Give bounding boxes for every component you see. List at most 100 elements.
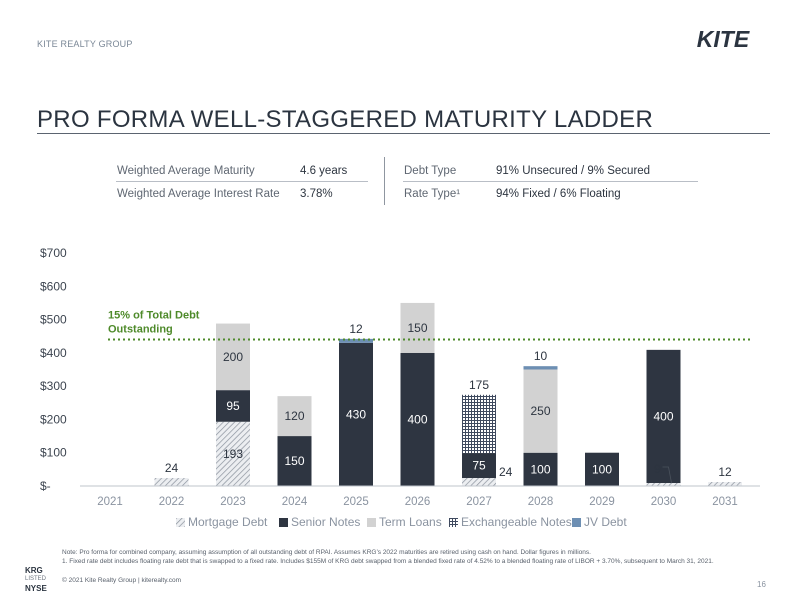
x-tick-label: 2021 [97, 496, 123, 508]
y-tick-label: $100 [40, 446, 67, 460]
legend-swatch [367, 517, 376, 527]
reference-label: Outstanding [108, 324, 173, 336]
y-tick-label: $700 [40, 246, 67, 260]
legend-label: Term Loans [379, 515, 442, 529]
badge-krg: KRG [25, 566, 43, 575]
data-label: 10 [534, 349, 548, 363]
y-tick-label: $600 [40, 279, 67, 293]
data-label: 400 [653, 409, 673, 423]
data-label: 150 [407, 321, 427, 335]
data-label: 193 [223, 447, 243, 461]
stats-rule [116, 181, 368, 182]
x-tick-label: 2029 [589, 496, 615, 508]
kite-logo: KITE [697, 26, 750, 50]
bar-senior-notes [523, 452, 558, 486]
page-title: PRO FORMA WELL-STAGGERED MATURITY LADDER [37, 106, 654, 133]
company-name: KITE REALTY GROUP [37, 39, 133, 49]
note-line: Note: Pro forma for combined company, as… [62, 549, 591, 556]
logo-text: KITE [697, 26, 750, 50]
x-tick-label: 2024 [282, 496, 308, 508]
title-rule [37, 133, 770, 134]
bar-senior-notes [585, 452, 619, 486]
stats-rule [403, 181, 698, 182]
x-tick-label: 2027 [466, 496, 492, 508]
stat-value-rate-type: 94% Fixed / 6% Floating [496, 188, 621, 200]
bar-jv-debt [339, 338, 373, 343]
badge-nyse: NYSE [25, 584, 47, 593]
stat-value-rate: 3.78% [300, 188, 333, 200]
data-label: 24 [165, 461, 179, 475]
bar-senior-notes [462, 453, 496, 479]
data-label: 400 [407, 412, 427, 426]
callout-leader [662, 466, 672, 484]
data-label: 12 [349, 322, 363, 336]
stat-label-wam: Weighted Average Maturity [117, 165, 255, 177]
bar-mortgage-debt [646, 483, 681, 486]
x-tick-label: 2031 [712, 496, 738, 508]
x-tick-label: 2026 [405, 496, 431, 508]
legend-label: JV Debt [584, 515, 627, 529]
data-label: 120 [284, 409, 304, 423]
bar-senior-notes [339, 342, 373, 486]
bar-senior-notes [400, 352, 435, 486]
bar-mortgage-debt [216, 421, 250, 486]
legend-senior-notes: Senior Notes [279, 515, 360, 529]
bar-term-loans [400, 302, 435, 353]
data-label: 250 [530, 404, 550, 418]
x-tick-label: 2025 [343, 496, 369, 508]
legend-swatch [449, 517, 458, 527]
data-label: 12 [718, 465, 732, 479]
y-tick-label: $500 [40, 313, 67, 327]
data-label: 24 [499, 465, 513, 479]
bar-exchangeable-notes [462, 394, 496, 454]
bar-jv-debt [523, 366, 558, 370]
x-tick-label: 2030 [651, 496, 677, 508]
x-tick-label: 2023 [220, 496, 246, 508]
badge-listed: LISTED [25, 576, 47, 582]
stat-label-rate-type: Rate Type¹ [404, 188, 461, 200]
stats-divider [384, 157, 385, 205]
y-tick-label: $- [40, 479, 51, 493]
legend-label: Senior Notes [291, 515, 361, 529]
copyright: © 2021 Kite Realty Group | kiterealty.co… [62, 577, 182, 584]
page-number: 16 [757, 580, 766, 589]
data-label: 9 [654, 462, 661, 476]
legend-jv-debt: JV Debt [572, 515, 627, 529]
stat-label-debt-type: Debt Type [404, 165, 457, 177]
data-label: 430 [346, 407, 366, 421]
reference-label: 15% of Total Debt [108, 310, 200, 322]
bar-term-loans [277, 396, 312, 437]
footnotes: Note: Pro forma for combined company, as… [62, 548, 762, 566]
legend-label: Mortgage Debt [188, 515, 268, 529]
bar-mortgage-debt [708, 482, 742, 486]
stat-value-wam: 4.6 years [300, 165, 348, 177]
legend-mortgage-debt: Mortgage Debt [176, 515, 267, 529]
data-label: 150 [284, 454, 304, 468]
bar-term-loans [523, 369, 558, 453]
bar-senior-notes [277, 436, 312, 486]
data-label: 100 [530, 462, 550, 476]
legend-label: Exchangeable Notes [461, 515, 572, 529]
legend-swatch [176, 517, 185, 527]
legend-swatch [572, 517, 581, 527]
y-tick-label: $400 [40, 346, 67, 360]
bar-term-loans [216, 323, 250, 391]
legend-exchangeable-notes: Exchangeable Notes [449, 515, 572, 529]
data-label: 75 [472, 459, 486, 473]
bar-senior-notes [216, 390, 250, 422]
bar-senior-notes [646, 349, 681, 484]
nyse-listed-badge: KRG LISTED NYSE [25, 566, 47, 593]
legend-term-loans: Term Loans [367, 515, 442, 529]
stat-value-debt-type: 91% Unsecured / 9% Secured [496, 165, 651, 177]
bar-mortgage-debt [154, 478, 189, 486]
note-line: 1. Fixed rate debt includes floating rat… [62, 558, 714, 565]
data-label: 100 [592, 462, 612, 476]
data-label: 175 [469, 378, 489, 392]
bar-mortgage-debt [462, 478, 496, 486]
x-tick-label: 2022 [159, 496, 185, 508]
data-label: 95 [226, 399, 240, 413]
x-tick-label: 2028 [528, 496, 554, 508]
legend-swatch [279, 517, 288, 527]
data-label: 200 [223, 350, 243, 364]
